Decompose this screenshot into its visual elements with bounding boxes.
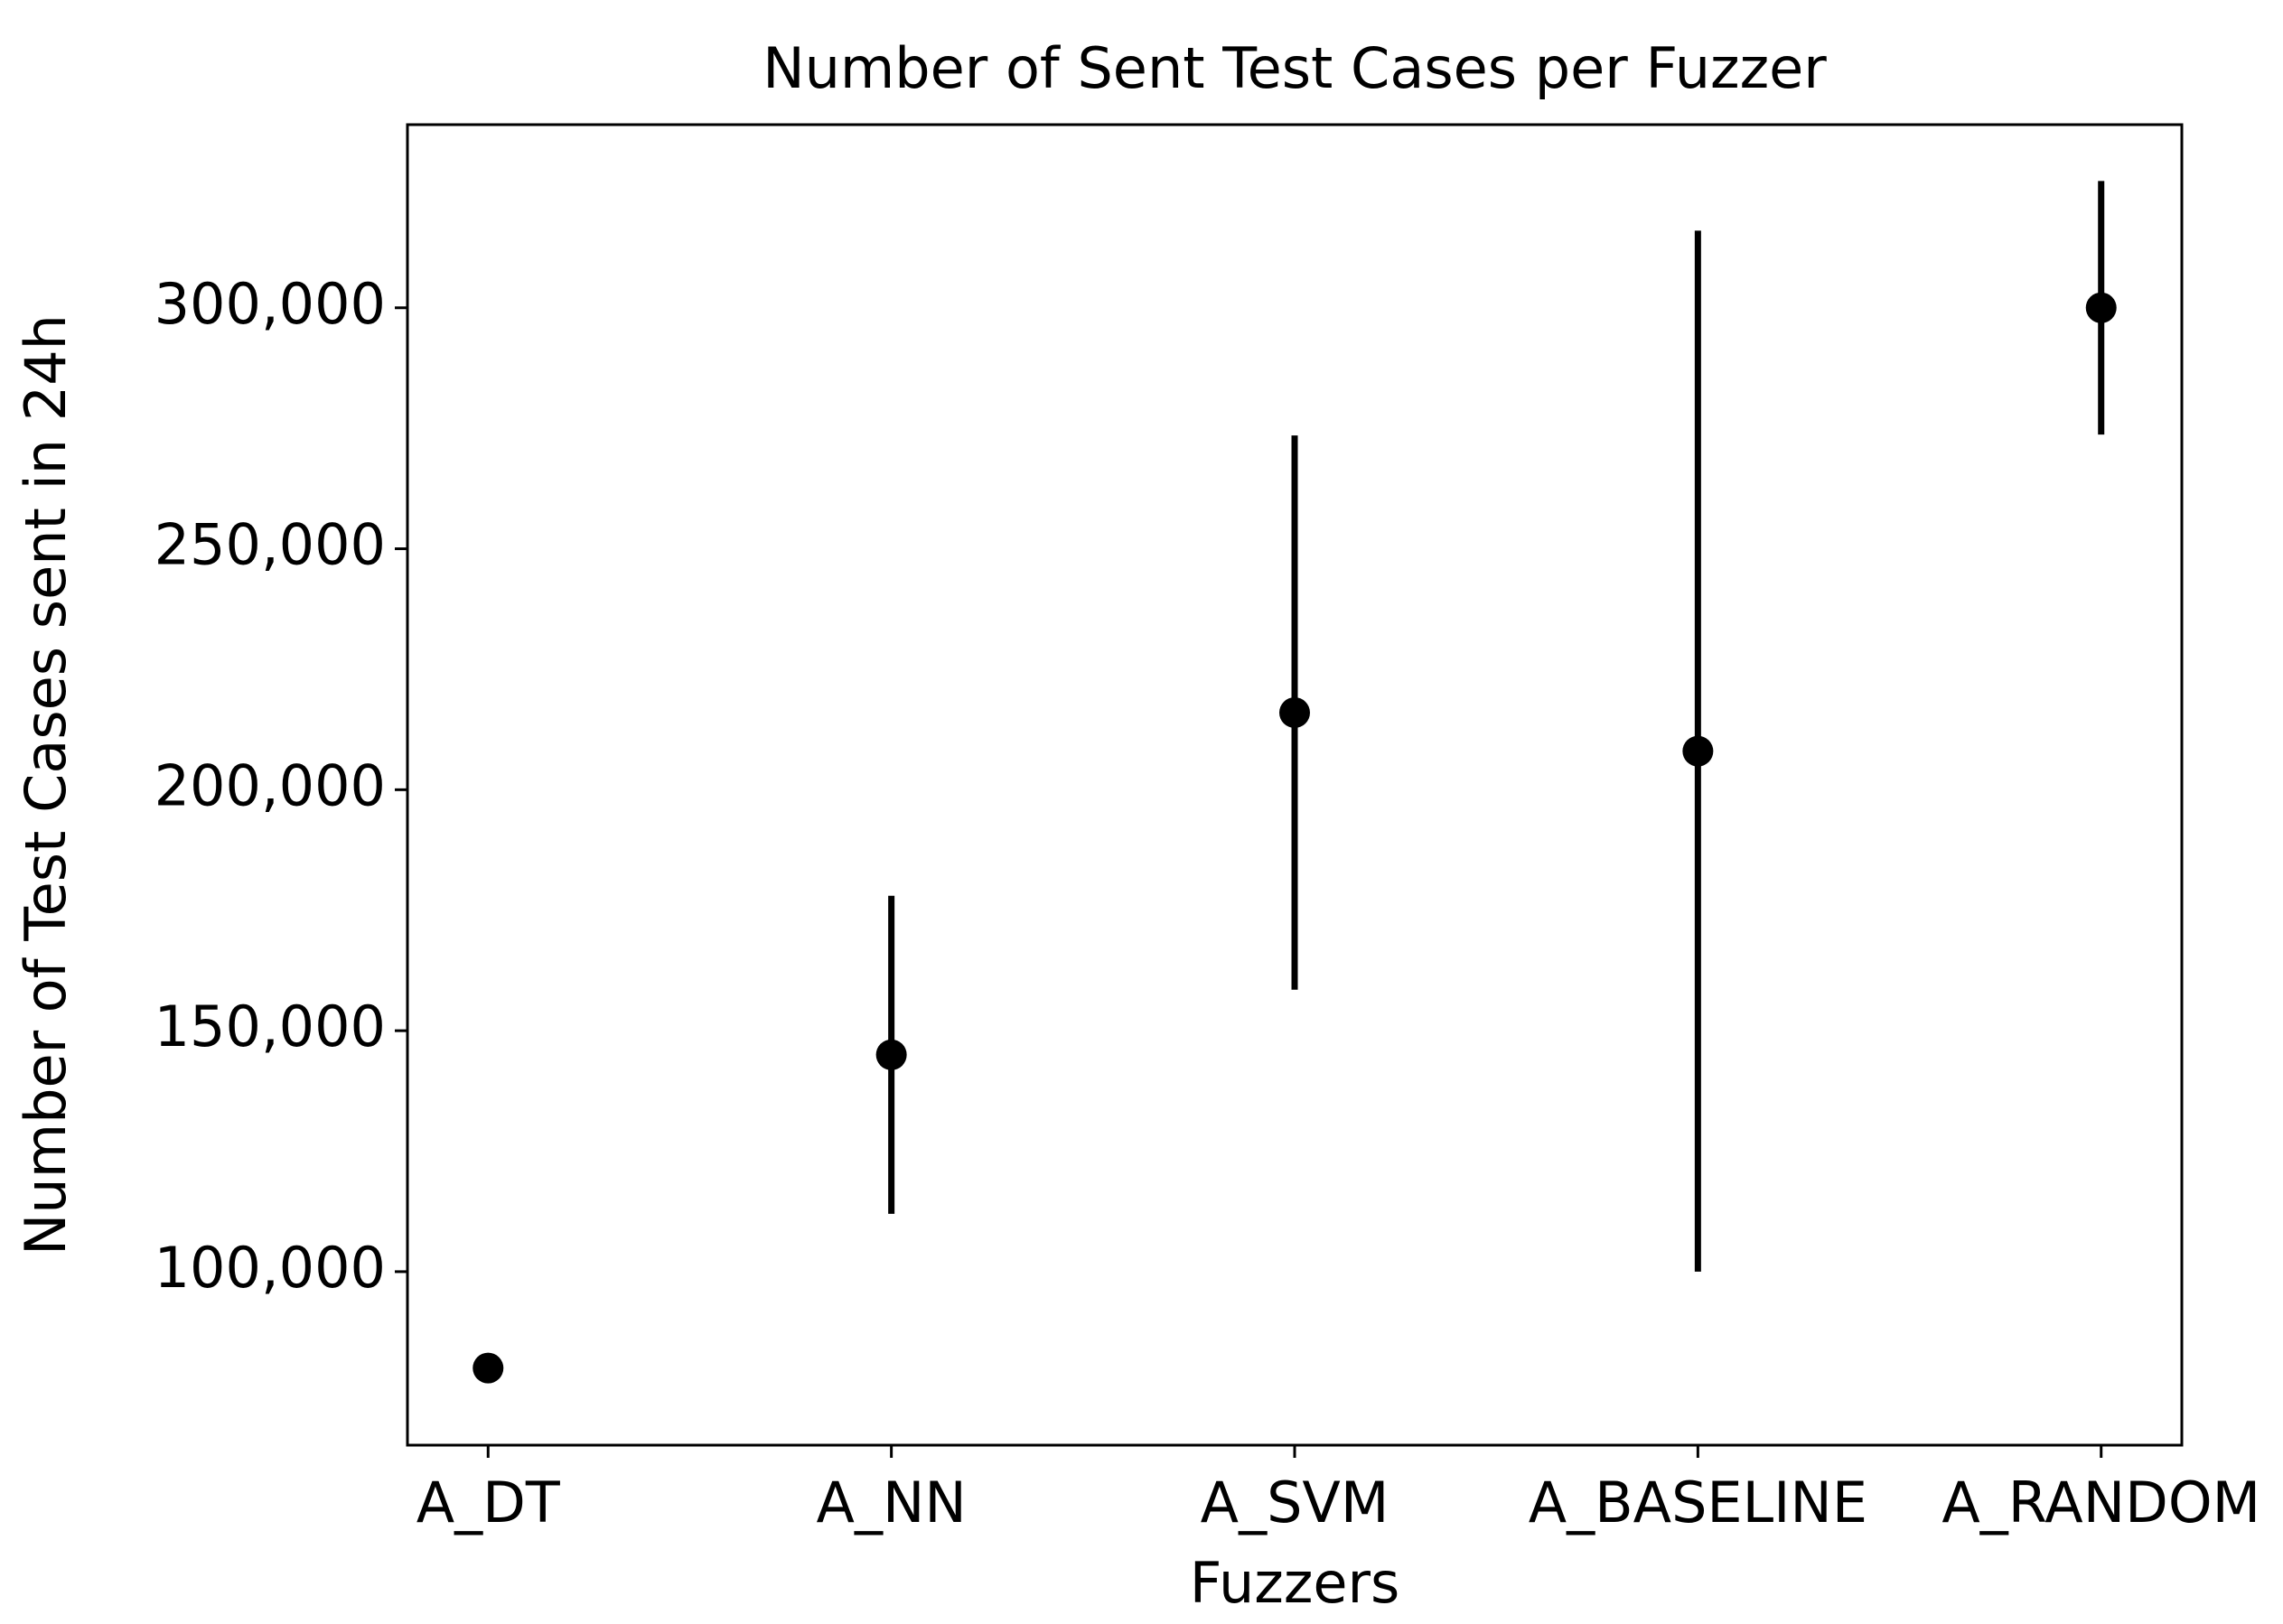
point xyxy=(875,1039,907,1070)
x-tick-label: A_BASELINE xyxy=(1529,1470,1867,1535)
x-tick-label: A_SVM xyxy=(1201,1470,1389,1535)
point xyxy=(1682,735,1714,767)
x-axis-label: Fuzzers xyxy=(1190,1550,1400,1616)
y-tick-label: 100,000 xyxy=(154,1235,386,1301)
y-tick-label: 250,000 xyxy=(154,512,386,578)
x-tick-label: A_NN xyxy=(817,1470,967,1535)
y-axis-label: Number of Test Cases sent in 24h xyxy=(13,314,79,1255)
point xyxy=(1279,696,1310,728)
point xyxy=(473,1352,504,1384)
y-tick-label: 300,000 xyxy=(154,271,386,337)
plot-frame xyxy=(406,123,2184,1447)
point xyxy=(2085,292,2117,323)
y-tick-label: 200,000 xyxy=(154,752,386,818)
x-tick-label: A_RANDOM xyxy=(1941,1470,2260,1535)
y-tick-label: 150,000 xyxy=(154,994,386,1059)
chart-title: Number of Sent Test Cases per Fuzzer xyxy=(763,35,1827,101)
x-tick-label: A_DT xyxy=(416,1470,561,1535)
